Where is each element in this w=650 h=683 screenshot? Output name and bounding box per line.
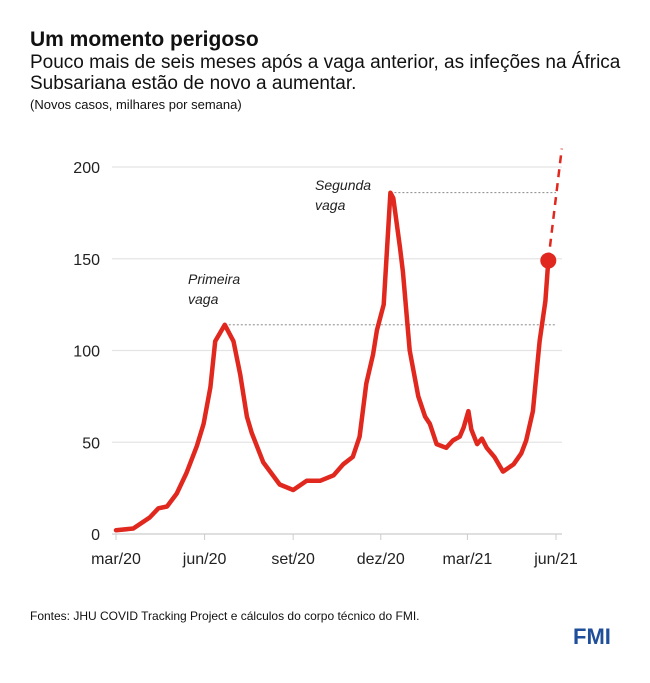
annotation-label: vaga xyxy=(188,291,219,307)
line-chart: 0 50 100 150 200 mar/20 jun/20 set/20 dez/20 mar/… xyxy=(73,148,578,568)
x-tick-label: jun/20 xyxy=(182,551,227,568)
x-tick-label: mar/21 xyxy=(443,551,493,568)
y-tick-label: 150 xyxy=(73,252,100,269)
y-tick-label: 100 xyxy=(73,344,100,361)
x-tick-label: jun/21 xyxy=(533,551,578,568)
unit-label: (Novos casos, milhares por semana) xyxy=(30,97,242,112)
annotation-label: vaga xyxy=(315,197,346,213)
y-tick-label: 50 xyxy=(82,435,100,452)
chart-subtitle: Pouco mais de seis meses após a vaga ant… xyxy=(30,52,621,94)
fmi-logo: FMI xyxy=(573,624,611,649)
y-tick-label: 0 xyxy=(91,527,100,544)
latest-point-marker xyxy=(540,252,557,269)
annotation-label: Primeira xyxy=(188,271,240,287)
chart-title: Um momento perigoso xyxy=(30,28,259,51)
cases-line xyxy=(113,190,551,533)
y-tick-label: 200 xyxy=(73,160,100,177)
x-tick-label: set/20 xyxy=(271,551,315,568)
annotation-label: Segunda xyxy=(315,177,371,193)
projection-line xyxy=(547,148,564,261)
x-tick-label: mar/20 xyxy=(91,551,141,568)
x-tick-label: dez/20 xyxy=(357,551,405,568)
source-note: Fontes: JHU COVID Tracking Project e cál… xyxy=(30,609,420,623)
